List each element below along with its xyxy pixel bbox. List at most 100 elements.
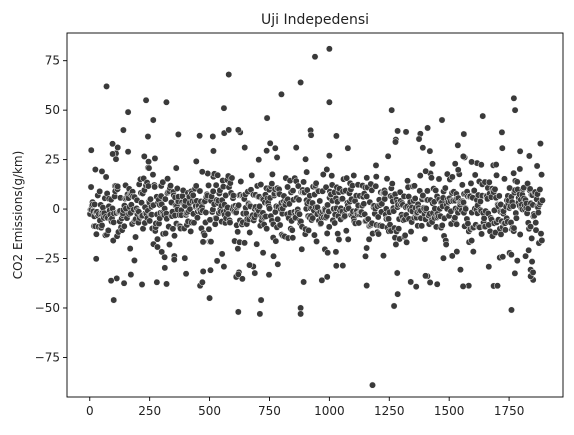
scatter-point: [312, 179, 320, 187]
scatter-point: [98, 167, 106, 175]
scatter-point: [149, 116, 157, 124]
scatter-point: [335, 236, 343, 243]
scatter-point: [363, 192, 371, 200]
scatter-point: [271, 144, 279, 152]
scatter-point: [537, 230, 545, 238]
scatter-point: [478, 230, 486, 238]
scatter-point: [360, 200, 368, 208]
scatter-point: [270, 252, 277, 260]
scatter-point: [307, 131, 315, 139]
scatter-point: [411, 182, 418, 190]
x-tick-label: 750: [258, 404, 281, 418]
scatter-point: [498, 128, 506, 136]
scatter-point: [529, 268, 537, 276]
scatter-point: [189, 191, 197, 199]
scatter-point: [510, 94, 518, 102]
y-tick-label: 75: [45, 54, 60, 68]
scatter-point: [501, 226, 509, 234]
scatter-point: [309, 214, 317, 222]
scatter-point: [374, 213, 382, 221]
scatter-point: [381, 189, 389, 197]
scatter-point: [442, 241, 450, 248]
scatter-point: [130, 257, 138, 264]
scatter-point: [501, 175, 508, 183]
scatter-point: [457, 266, 464, 274]
scatter-point: [302, 155, 310, 163]
scatter-point: [418, 222, 426, 230]
scatter-point: [237, 178, 245, 185]
scatter-point: [234, 245, 242, 253]
scatter-point: [266, 205, 273, 213]
scatter-point: [234, 126, 242, 134]
scatter-point: [419, 192, 427, 199]
scatter-point: [276, 221, 284, 229]
scatter-point: [153, 278, 161, 286]
scatter-point: [207, 238, 215, 246]
y-tick-label: 0: [52, 202, 60, 216]
x-tick-label: 1250: [374, 404, 405, 418]
scatter-point: [166, 241, 173, 248]
scatter-point: [213, 257, 221, 265]
scatter-point: [341, 212, 349, 220]
scatter-point: [209, 187, 217, 195]
scatter-point: [196, 132, 204, 140]
scatter-point: [266, 139, 274, 147]
scatter-point: [412, 283, 420, 291]
scatter-point: [158, 248, 166, 256]
scatter-point: [284, 183, 292, 191]
scatter-point: [102, 173, 110, 181]
scatter-point: [497, 230, 505, 238]
scatter-point: [375, 230, 382, 238]
scatter-point: [294, 182, 302, 190]
scatter-point: [339, 262, 347, 270]
scatter-point: [246, 229, 254, 236]
scatter-point: [229, 192, 237, 199]
scatter-point: [248, 171, 256, 179]
scatter-point: [416, 172, 424, 180]
scatter-point: [429, 160, 436, 168]
scatter-point: [172, 164, 180, 172]
scatter-point: [426, 147, 434, 155]
scatter-point: [298, 245, 306, 253]
scatter-point: [87, 183, 95, 191]
scatter-point: [323, 273, 331, 281]
x-tick-label: 500: [198, 404, 221, 418]
scatter-point: [477, 161, 485, 169]
scatter-point: [161, 195, 169, 203]
scatter-point: [182, 270, 190, 278]
scatter-point: [303, 186, 311, 194]
scatter-point: [292, 144, 300, 152]
scatter-point: [433, 280, 441, 288]
scatter-point: [508, 306, 515, 314]
scatter-point: [355, 219, 363, 227]
scatter-point: [394, 127, 402, 135]
scatter-point: [396, 188, 404, 196]
scatter-point: [323, 229, 331, 237]
scatter-point: [362, 252, 369, 260]
scatter-point: [454, 141, 462, 149]
x-tick-label: 1500: [434, 404, 465, 418]
scatter-point: [479, 112, 487, 120]
scatter-point: [103, 82, 110, 90]
scatter-point: [467, 179, 475, 187]
scatter-point: [87, 146, 95, 154]
scatter-point: [268, 180, 276, 188]
scatter-point: [295, 196, 303, 204]
scatter-point: [300, 178, 308, 186]
y-tick-label: 50: [45, 103, 60, 117]
scatter-point: [454, 166, 462, 174]
scatter-point: [485, 178, 493, 186]
scatter-point: [138, 281, 146, 288]
y-tick-label: −50: [35, 301, 60, 315]
x-tick-label: 250: [138, 404, 161, 418]
scatter-point: [91, 200, 99, 208]
scatter-point: [513, 257, 521, 265]
scatter-point: [119, 126, 127, 134]
scatter-point: [462, 205, 470, 213]
scatter-point: [193, 214, 201, 222]
scatter-point: [427, 174, 435, 182]
scatter-point: [424, 124, 432, 132]
scatter-point: [319, 171, 327, 178]
scatter-point: [297, 304, 305, 312]
scatter-point: [318, 276, 326, 284]
